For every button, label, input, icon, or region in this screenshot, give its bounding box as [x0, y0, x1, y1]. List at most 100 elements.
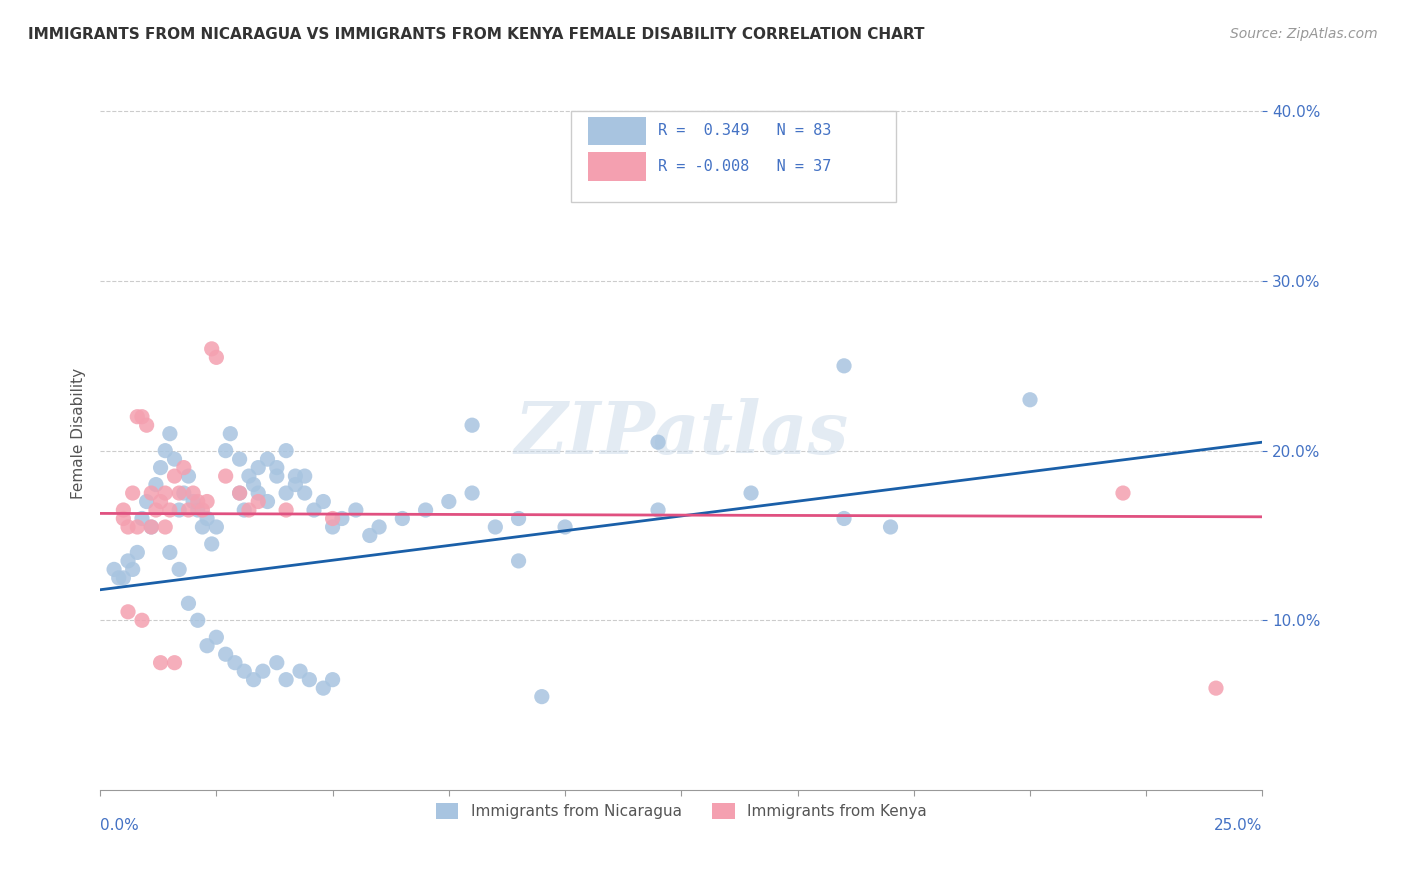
FancyBboxPatch shape [571, 111, 897, 202]
Point [167, 562, 190, 576]
Point [274, 443, 297, 458]
Point [228, 486, 250, 500]
Point [415, 503, 437, 517]
Point [284, 469, 307, 483]
Point [145, 477, 167, 491]
Point [159, 503, 181, 517]
Point [112, 511, 135, 525]
Point [1019, 392, 1042, 407]
Point [266, 656, 288, 670]
Point [238, 469, 260, 483]
Point [181, 494, 204, 508]
Point [135, 418, 157, 433]
Point [121, 486, 143, 500]
Point [233, 503, 256, 517]
Point [103, 562, 125, 576]
Point [832, 359, 855, 373]
Point [228, 486, 250, 500]
Point [312, 494, 335, 508]
Point [187, 494, 209, 508]
Point [205, 520, 228, 534]
Point [647, 435, 669, 450]
Point [177, 503, 200, 517]
Point [117, 554, 139, 568]
Point [135, 494, 157, 508]
Point [163, 656, 186, 670]
Point [284, 477, 307, 491]
Text: IMMIGRANTS FROM NICARAGUA VS IMMIGRANTS FROM KENYA FEMALE DISABILITY CORRELATION: IMMIGRANTS FROM NICARAGUA VS IMMIGRANTS … [28, 27, 925, 42]
Text: R =  0.349   N = 83: R = 0.349 N = 83 [658, 123, 831, 138]
Text: ZIPatlas: ZIPatlas [515, 398, 848, 469]
Point [187, 503, 209, 517]
Point [117, 520, 139, 534]
Point [238, 503, 260, 517]
Point [127, 409, 149, 424]
Point [201, 342, 224, 356]
Point [508, 554, 530, 568]
Text: 25.0%: 25.0% [1215, 819, 1263, 833]
Y-axis label: Female Disability: Female Disability [72, 368, 86, 500]
Point [141, 520, 163, 534]
Point [163, 452, 186, 467]
Point [155, 443, 177, 458]
Point [127, 520, 149, 534]
Point [312, 681, 335, 695]
Point [247, 494, 270, 508]
Point [127, 545, 149, 559]
Point [288, 664, 311, 678]
Point [149, 460, 172, 475]
Point [155, 520, 177, 534]
Point [214, 443, 236, 458]
Point [131, 613, 153, 627]
Point [112, 503, 135, 517]
Point [294, 486, 316, 500]
Point [145, 503, 167, 517]
Point [740, 486, 762, 500]
Legend: Immigrants from Nicaragua, Immigrants from Kenya: Immigrants from Nicaragua, Immigrants fr… [429, 797, 934, 825]
Point [141, 486, 163, 500]
Point [461, 486, 484, 500]
Point [191, 503, 214, 517]
Point [159, 426, 181, 441]
Point [191, 520, 214, 534]
Point [530, 690, 553, 704]
Point [879, 520, 901, 534]
Point [252, 664, 274, 678]
Point [242, 477, 264, 491]
Point [131, 511, 153, 525]
Text: R = -0.008   N = 37: R = -0.008 N = 37 [658, 159, 831, 174]
Point [107, 571, 129, 585]
Point [274, 673, 297, 687]
Point [322, 673, 344, 687]
Point [274, 486, 297, 500]
Point [141, 520, 163, 534]
Point [163, 469, 186, 483]
Point [344, 503, 367, 517]
Point [228, 452, 250, 467]
Point [294, 469, 316, 483]
Text: 0.0%: 0.0% [100, 819, 139, 833]
Point [391, 511, 413, 525]
Point [117, 605, 139, 619]
Point [177, 596, 200, 610]
Text: Source: ZipAtlas.com: Source: ZipAtlas.com [1230, 27, 1378, 41]
Point [112, 571, 135, 585]
Point [131, 409, 153, 424]
Point [461, 418, 484, 433]
Point [266, 469, 288, 483]
Point [149, 494, 172, 508]
Point [322, 520, 344, 534]
Point [832, 511, 855, 525]
Point [437, 494, 460, 508]
Point [173, 486, 195, 500]
Point [233, 664, 256, 678]
FancyBboxPatch shape [588, 153, 647, 181]
Point [554, 520, 576, 534]
Point [205, 630, 228, 644]
Point [359, 528, 381, 542]
Point [266, 460, 288, 475]
Point [205, 351, 228, 365]
Point [508, 511, 530, 525]
FancyBboxPatch shape [588, 117, 647, 145]
Point [256, 452, 278, 467]
